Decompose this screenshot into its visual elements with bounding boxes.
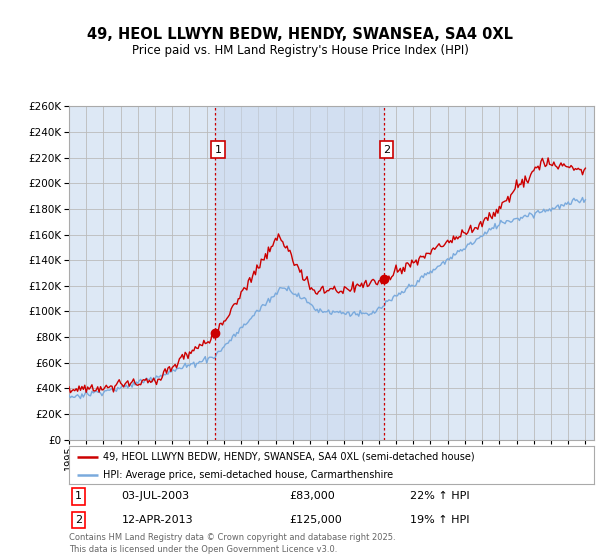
Text: 49, HEOL LLWYN BEDW, HENDY, SWANSEA, SA4 0XL (semi-detached house): 49, HEOL LLWYN BEDW, HENDY, SWANSEA, SA4…	[103, 452, 475, 462]
Text: 49, HEOL LLWYN BEDW, HENDY, SWANSEA, SA4 0XL: 49, HEOL LLWYN BEDW, HENDY, SWANSEA, SA4…	[87, 27, 513, 42]
Text: 1: 1	[214, 144, 221, 155]
Text: 2: 2	[75, 515, 82, 525]
Text: 19% ↑ HPI: 19% ↑ HPI	[410, 515, 470, 525]
Text: £125,000: £125,000	[290, 515, 342, 525]
Text: 1: 1	[75, 492, 82, 501]
Text: 03-JUL-2003: 03-JUL-2003	[121, 492, 190, 501]
Text: 2: 2	[383, 144, 390, 155]
Text: 22% ↑ HPI: 22% ↑ HPI	[410, 492, 470, 501]
Text: Price paid vs. HM Land Registry's House Price Index (HPI): Price paid vs. HM Land Registry's House …	[131, 44, 469, 57]
Text: 12-APR-2013: 12-APR-2013	[121, 515, 193, 525]
Text: £83,000: £83,000	[290, 492, 335, 501]
Bar	[215, 106, 384, 440]
Text: Contains HM Land Registry data © Crown copyright and database right 2025.
This d: Contains HM Land Registry data © Crown c…	[69, 533, 395, 554]
Text: HPI: Average price, semi-detached house, Carmarthenshire: HPI: Average price, semi-detached house,…	[103, 470, 393, 480]
